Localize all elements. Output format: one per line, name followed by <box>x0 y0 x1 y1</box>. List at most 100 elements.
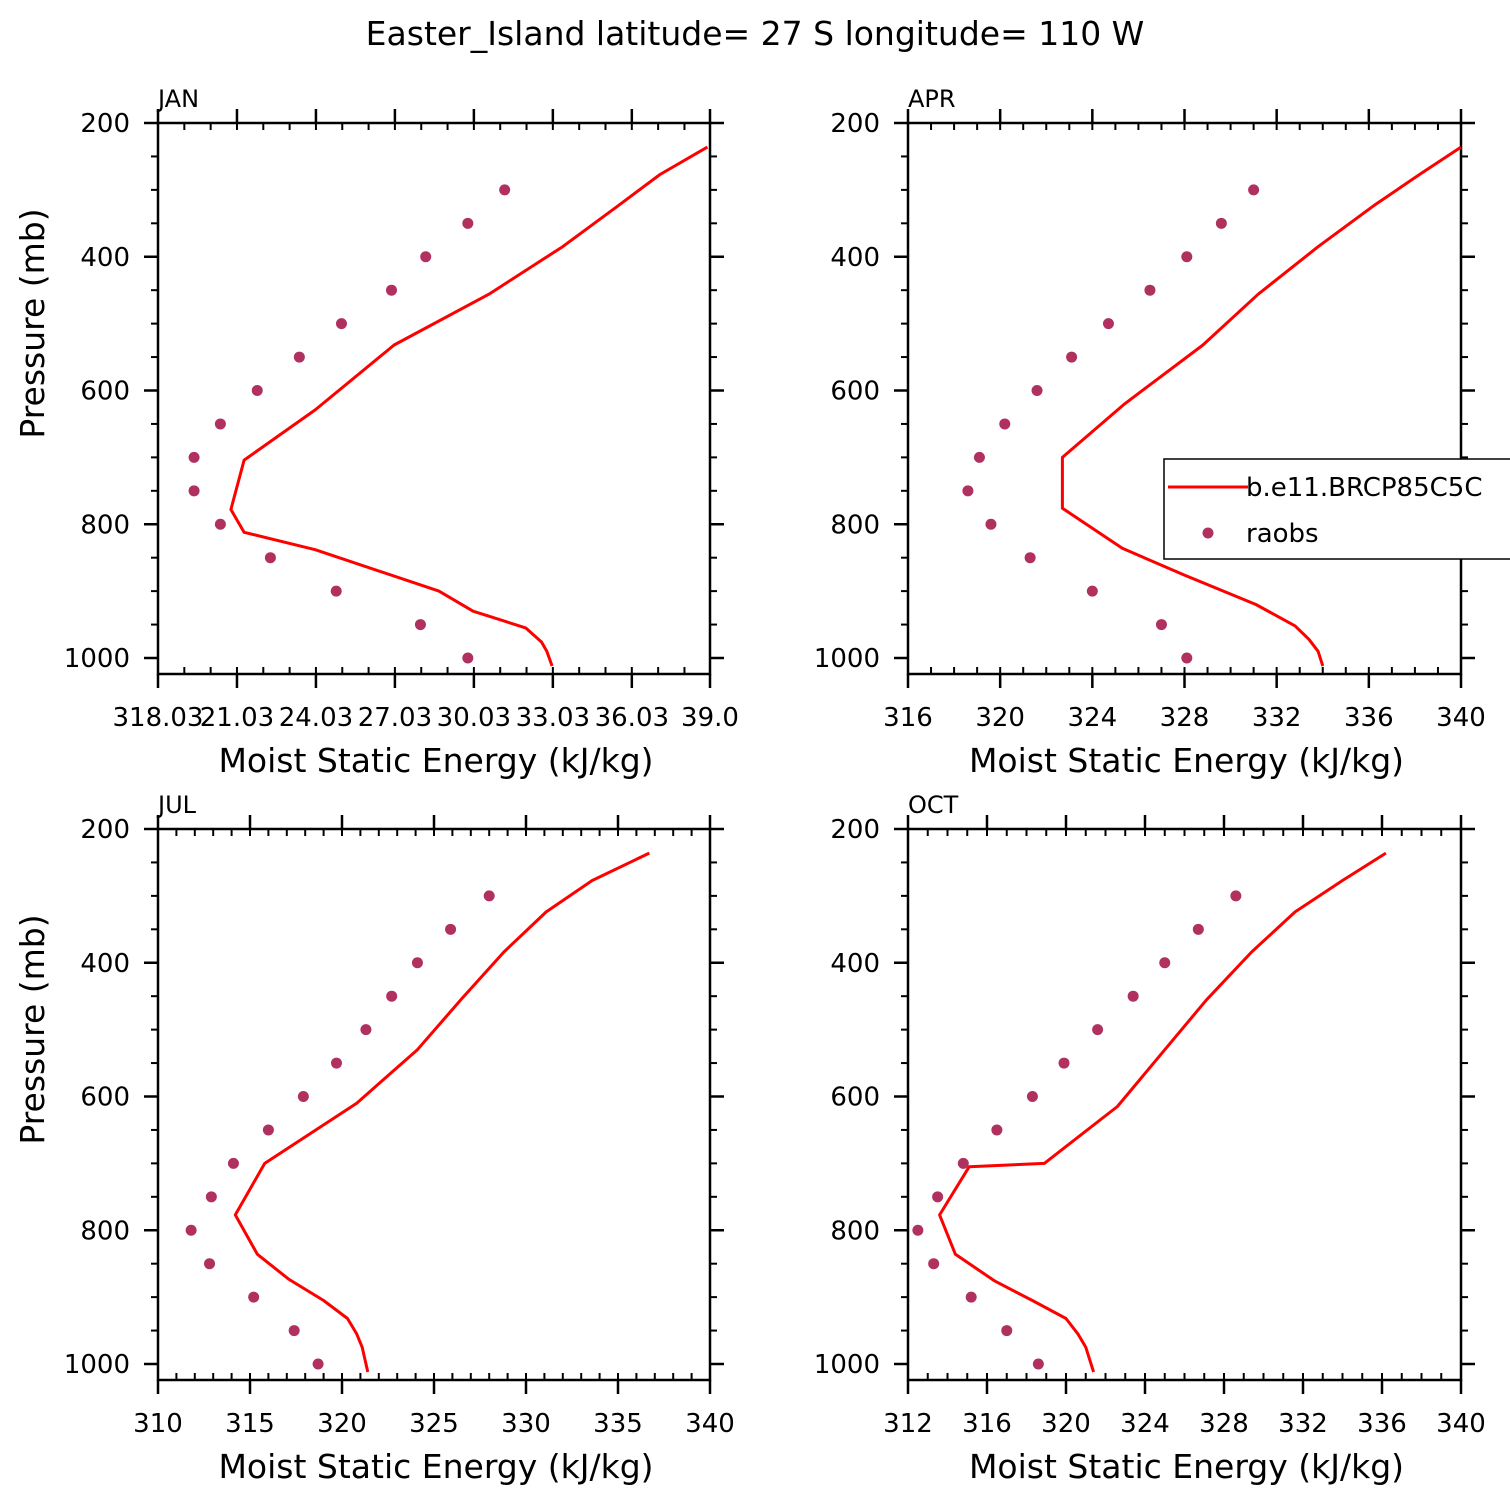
x-tick-label: 320 <box>317 1409 367 1439</box>
x-tick-label: 320 <box>1041 1409 1091 1439</box>
raobs-point <box>330 585 342 597</box>
x-tick-label: 24.03 <box>279 703 353 733</box>
y-tick-label: 600 <box>80 1083 130 1113</box>
y-tick-label: 800 <box>80 1216 130 1246</box>
y-tick-label: 1000 <box>64 644 130 674</box>
raobs-point <box>411 957 423 969</box>
raobs-point <box>912 1224 924 1236</box>
x-tick-label: 335 <box>593 1409 643 1439</box>
raobs-point <box>251 385 263 396</box>
x-tick-label: 340 <box>1436 1409 1486 1439</box>
x-tick-label: 36.03 <box>595 703 669 733</box>
raobs-point <box>1026 1091 1038 1102</box>
raobs-point <box>973 451 985 463</box>
panel-label: JUL <box>156 791 197 819</box>
x-tick-label: 324 <box>1120 1409 1170 1439</box>
y-tick-label: 800 <box>830 510 880 540</box>
y-tick-label: 400 <box>830 243 880 273</box>
x-tick-label: 316 <box>962 1409 1012 1439</box>
y-tick-label: 800 <box>830 1216 880 1246</box>
y-tick-label: 400 <box>830 949 880 979</box>
x-tick-label: 330 <box>501 1409 551 1439</box>
x-tick-label: 336 <box>1357 1409 1407 1439</box>
x-tick-label: 39.0 <box>681 703 739 733</box>
raobs-point <box>414 619 426 631</box>
raobs-point <box>957 1157 969 1169</box>
x-tick-label: 318.03 <box>113 703 204 733</box>
raobs-point <box>360 1024 372 1036</box>
x-tick-label: 328 <box>1199 1409 1249 1439</box>
raobs-point <box>205 1191 217 1203</box>
panel-label: JAN <box>156 85 199 113</box>
raobs-point <box>1159 957 1171 969</box>
raobs-point <box>1024 552 1036 564</box>
raobs-point <box>1086 585 1098 597</box>
x-tick-label: 325 <box>409 1409 459 1439</box>
raobs-point <box>385 284 397 296</box>
model-line-series <box>233 851 650 1373</box>
y-tick-label: 400 <box>80 243 130 273</box>
raobs-point <box>932 1191 944 1203</box>
x-tick-label: 320 <box>975 703 1025 733</box>
raobs-point <box>420 251 432 263</box>
legend-box <box>1163 458 1510 560</box>
y-tick-label: 600 <box>830 377 880 407</box>
y-tick-label: 600 <box>80 377 130 407</box>
raobs-point <box>928 1258 940 1270</box>
y-tick-label: 200 <box>80 109 130 139</box>
x-tick-label: 332 <box>1278 1409 1328 1439</box>
plot-frame <box>156 121 712 676</box>
x-axis-label: Moist Static Energy (kJ/kg) <box>218 741 653 780</box>
y-tick-label: 1000 <box>814 644 880 674</box>
raobs-point <box>214 518 226 530</box>
x-axis-label: Moist Static Energy (kJ/kg) <box>218 1447 653 1486</box>
x-tick-label: 340 <box>1436 703 1486 733</box>
y-tick-label: 600 <box>830 1083 880 1113</box>
y-tick-label: 400 <box>80 949 130 979</box>
raobs-point <box>293 351 305 363</box>
raobs-point <box>1155 619 1167 631</box>
raobs-point <box>1001 1325 1013 1337</box>
raobs-point <box>330 1057 342 1069</box>
x-tick-label: 324 <box>1068 703 1118 733</box>
y-tick-label: 200 <box>830 815 880 845</box>
raobs-point <box>1144 284 1156 296</box>
raobs-point <box>991 1124 1003 1136</box>
model-line-series <box>1060 145 1462 667</box>
legend: b.e11.BRCP85C5C raobs <box>1163 458 1510 560</box>
raobs-point <box>227 1157 239 1169</box>
raobs-point <box>214 418 226 430</box>
model-line-series <box>229 145 709 667</box>
raobs-point <box>1032 1358 1044 1370</box>
x-tick-label: 328 <box>1160 703 1210 733</box>
x-axis-label: Moist Static Energy (kJ/kg) <box>969 741 1404 780</box>
x-tick-label: 336 <box>1344 703 1394 733</box>
raobs-point <box>335 318 347 330</box>
raobs-point <box>1181 652 1193 664</box>
raobs-point <box>262 1124 274 1136</box>
x-axis-label: Moist Static Energy (kJ/kg) <box>969 1447 1404 1486</box>
x-tick-label: 315 <box>225 1409 275 1439</box>
raobs-point <box>462 217 474 229</box>
raobs-point <box>1215 217 1227 229</box>
x-tick-label: 332 <box>1252 703 1302 733</box>
raobs-point <box>386 990 398 1002</box>
y-tick-label: 1000 <box>814 1350 880 1380</box>
raobs-point <box>1230 890 1242 902</box>
raobs-point <box>1031 385 1043 396</box>
x-tick-label: 30.03 <box>437 703 511 733</box>
legend-model-label: b.e11.BRCP85C5C <box>1246 473 1483 503</box>
y-tick-label: 1000 <box>64 1350 130 1380</box>
y-axis-label: Pressure (mb) <box>13 914 52 1144</box>
raobs-point <box>999 418 1011 430</box>
raobs-point <box>288 1325 300 1337</box>
y-tick-label: 200 <box>830 109 880 139</box>
raobs-point <box>1102 318 1114 330</box>
